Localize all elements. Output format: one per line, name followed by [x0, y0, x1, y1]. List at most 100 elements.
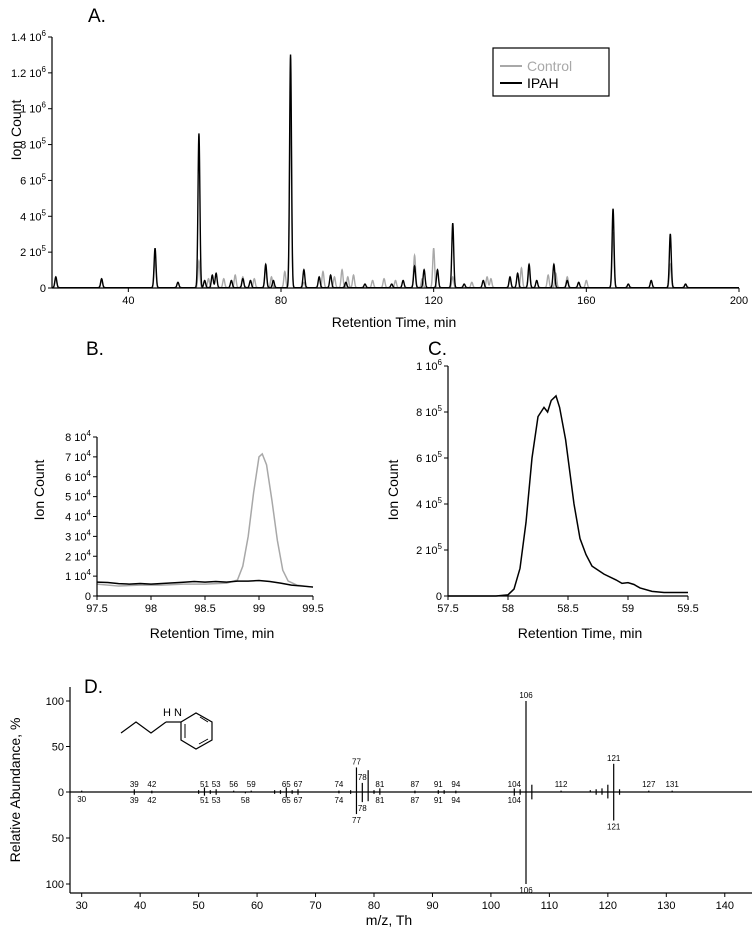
y-tick-label: 1 104: [65, 568, 91, 583]
peak-label-top: 131: [665, 780, 679, 789]
peak-label-bottom: 94: [451, 796, 460, 805]
panel-a-legend: Control IPAH: [492, 47, 610, 97]
y-tick-label: 8 105: [416, 404, 442, 419]
series-line-control: [96, 452, 314, 588]
y-tick-label: 0: [85, 591, 91, 603]
panel-c-label: C.: [428, 339, 447, 360]
peak-label-top: 112: [555, 780, 568, 789]
peak-label-bottom: 78: [358, 804, 367, 813]
peak-label-top: 56: [229, 780, 238, 789]
x-tick-label: 160: [577, 295, 595, 307]
panel-c-axes: 57.5 58 58.5 59 59.5 0 2 105 4 105 6 105 8 105 1 1…: [416, 358, 699, 615]
peak-label-bottom: 81: [375, 796, 384, 805]
peak-label-top: 67: [294, 780, 303, 789]
y-tick-label: 5 104: [65, 489, 91, 504]
x-tick-label: 140: [716, 900, 734, 912]
peak-label-bottom: 39: [130, 796, 139, 805]
x-tick-label: 30: [76, 900, 88, 912]
x-tick-label: 40: [122, 295, 134, 307]
x-tick-label: 99.5: [302, 603, 323, 615]
y-tick-label: 6 105: [416, 450, 442, 465]
panel-d-ylabel: Relative Abundance, %: [7, 718, 23, 863]
panel-d-axes: 100 50 0 50 100 30 40 50 60 70 80 90 100 110 120 130 140: [46, 687, 752, 912]
panel-c-xlabel: Retention Time, min: [518, 625, 643, 641]
panel-a-xlabel: Retention Time, min: [332, 314, 457, 330]
x-tick-label: 200: [730, 295, 748, 307]
y-tick-label: 0: [40, 283, 46, 295]
y-tick-label: 1 106: [416, 358, 442, 373]
peak-label-top: 78: [358, 773, 367, 782]
x-tick-label: 90: [426, 900, 438, 912]
x-tick-label: 130: [657, 900, 675, 912]
peak-label-bottom: 58: [241, 796, 250, 805]
y-tick-label: 7 104: [65, 449, 91, 464]
peak-label-top: 87: [410, 780, 419, 789]
peak-label-top: 81: [375, 780, 384, 789]
x-tick-label: 58: [502, 603, 514, 615]
x-tick-label: 80: [275, 295, 287, 307]
y-tick-label: 2 105: [20, 244, 46, 259]
x-tick-label: 57.5: [437, 603, 458, 615]
series-line-ipah: [448, 394, 688, 597]
y-tick-label: 4 105: [20, 208, 46, 223]
x-tick-label: 50: [192, 900, 204, 912]
x-tick-label: 60: [251, 900, 263, 912]
y-tick-label: 1 106: [20, 101, 46, 116]
peak-label-bottom: 67: [294, 796, 303, 805]
panel-a: A. 40 80 120 160 200 0 2 105 4 105 6 105 8 105 1 1…: [8, 6, 748, 330]
panel-d-xlabel: m/z, Th: [366, 912, 412, 928]
peak-label-top: 91: [434, 780, 443, 789]
x-tick-label: 80: [368, 900, 380, 912]
peak-label-bottom: 65: [282, 796, 291, 805]
panel-b-ylabel: Ion Count: [31, 460, 47, 521]
peak-label-bottom: 42: [147, 796, 156, 805]
peak-label-bottom: 91: [434, 796, 443, 805]
y-tick-label: 1.2 106: [11, 65, 47, 80]
x-tick-label: 58.5: [557, 603, 578, 615]
x-tick-label: 97.5: [86, 603, 107, 615]
peak-label-top: 74: [334, 780, 343, 789]
panel-c-plot: [448, 394, 688, 597]
y-tick-label: 4 105: [416, 496, 442, 511]
y-tick-label: 50: [52, 742, 64, 754]
panel-b-plot: [96, 452, 314, 588]
legend-label-ipah: IPAH: [527, 75, 559, 91]
structure-atom-label: H N: [163, 707, 182, 719]
peak-label-bottom: 106: [519, 886, 533, 895]
y-tick-label: 4 104: [65, 509, 91, 524]
peak-label-bottom: 87: [410, 796, 419, 805]
x-tick-label: 100: [482, 900, 500, 912]
panel-c: C. 57.5 58 58.5 59 59.5 0 2 105 4 105 6 105 8 105…: [385, 339, 699, 641]
y-tick-label: 100: [46, 696, 64, 708]
peak-label-top: 104: [508, 780, 522, 789]
panel-b-axes: 97.5 98 98.5 99 99.5 0 1 104 2 104 3 104 4 104 5 1…: [65, 429, 324, 615]
x-tick-label: 40: [134, 900, 146, 912]
panel-c-ylabel: Ion Count: [385, 460, 401, 521]
panel-a-plot: [51, 54, 739, 289]
peak-label-top: 51: [200, 780, 209, 789]
y-tick-label: 6 105: [20, 172, 46, 187]
y-tick-label: 0: [58, 787, 64, 799]
series-line-control: [51, 97, 739, 289]
panel-a-ylabel: Ion Count: [8, 100, 24, 161]
peak-label-top: 127: [642, 780, 656, 789]
panel-d-label: D.: [84, 677, 103, 698]
panel-a-axes: 40 80 120 160 200 0 2 105 4 105 6 105 8 105 1 106 1…: [11, 29, 748, 307]
x-tick-label: 98: [145, 603, 157, 615]
series-line-ipah: [96, 579, 314, 588]
x-tick-label: 59: [622, 603, 634, 615]
peak-label-bottom: 121: [607, 823, 621, 832]
peak-label-top: 77: [352, 757, 361, 766]
peak-label-top: 30: [77, 795, 86, 804]
peak-label-top: 39: [130, 780, 139, 789]
peak-label-top: 59: [247, 780, 256, 789]
peak-label-bottom: 104: [508, 796, 522, 805]
x-tick-label: 120: [424, 295, 442, 307]
panel-a-label: A.: [88, 6, 106, 27]
peak-label-bottom: 51: [200, 796, 209, 805]
y-tick-label: 2 104: [65, 548, 91, 563]
y-tick-label: 8 105: [20, 137, 46, 152]
y-tick-label: 3 104: [65, 528, 91, 543]
y-tick-label: 6 104: [65, 469, 91, 484]
